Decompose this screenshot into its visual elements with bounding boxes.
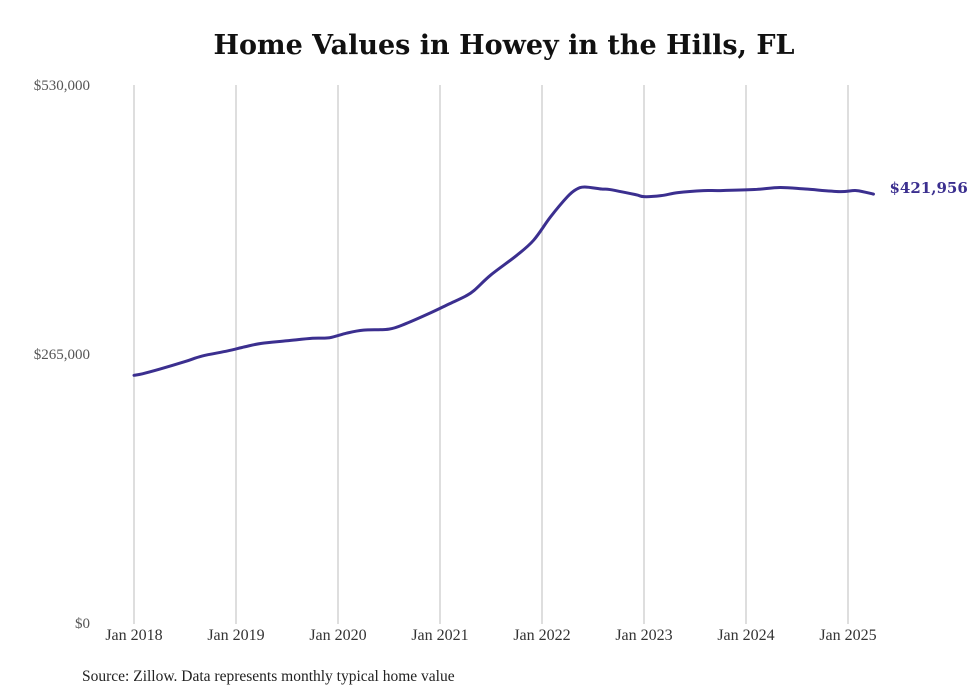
y-tick-label: $530,000	[34, 78, 90, 94]
y-tick-label: $265,000	[34, 347, 90, 363]
end-value-label: $421,956	[890, 179, 968, 197]
series-layer	[132, 185, 875, 377]
chart-title: Home Values in Howey in the Hills, FL	[213, 30, 795, 61]
y-tick-label: $0	[75, 616, 90, 632]
end-label-layer: $421,956	[890, 179, 968, 197]
y-axis-ticks: $0 $265,000 $530,000	[34, 78, 90, 632]
x-tick-label: Jan 2024	[717, 627, 774, 644]
x-tick-label: Jan 2020	[309, 627, 366, 644]
x-tick-label: Jan 2018	[105, 627, 162, 644]
x-tick-label: Jan 2023	[615, 627, 672, 644]
x-axis-ticks: Jan 2018 Jan 2019 Jan 2020 Jan 2021 Jan 2022…	[105, 627, 876, 644]
source-note: Source: Zillow. Data represents monthly …	[82, 668, 455, 685]
x-tick-label: Jan 2019	[207, 627, 264, 644]
grid-lines	[133, 85, 849, 624]
series-line-0	[132, 185, 875, 377]
x-tick-label: Jan 2022	[513, 627, 570, 644]
x-tick-label: Jan 2025	[819, 627, 876, 644]
x-tick-label: Jan 2021	[411, 627, 468, 644]
